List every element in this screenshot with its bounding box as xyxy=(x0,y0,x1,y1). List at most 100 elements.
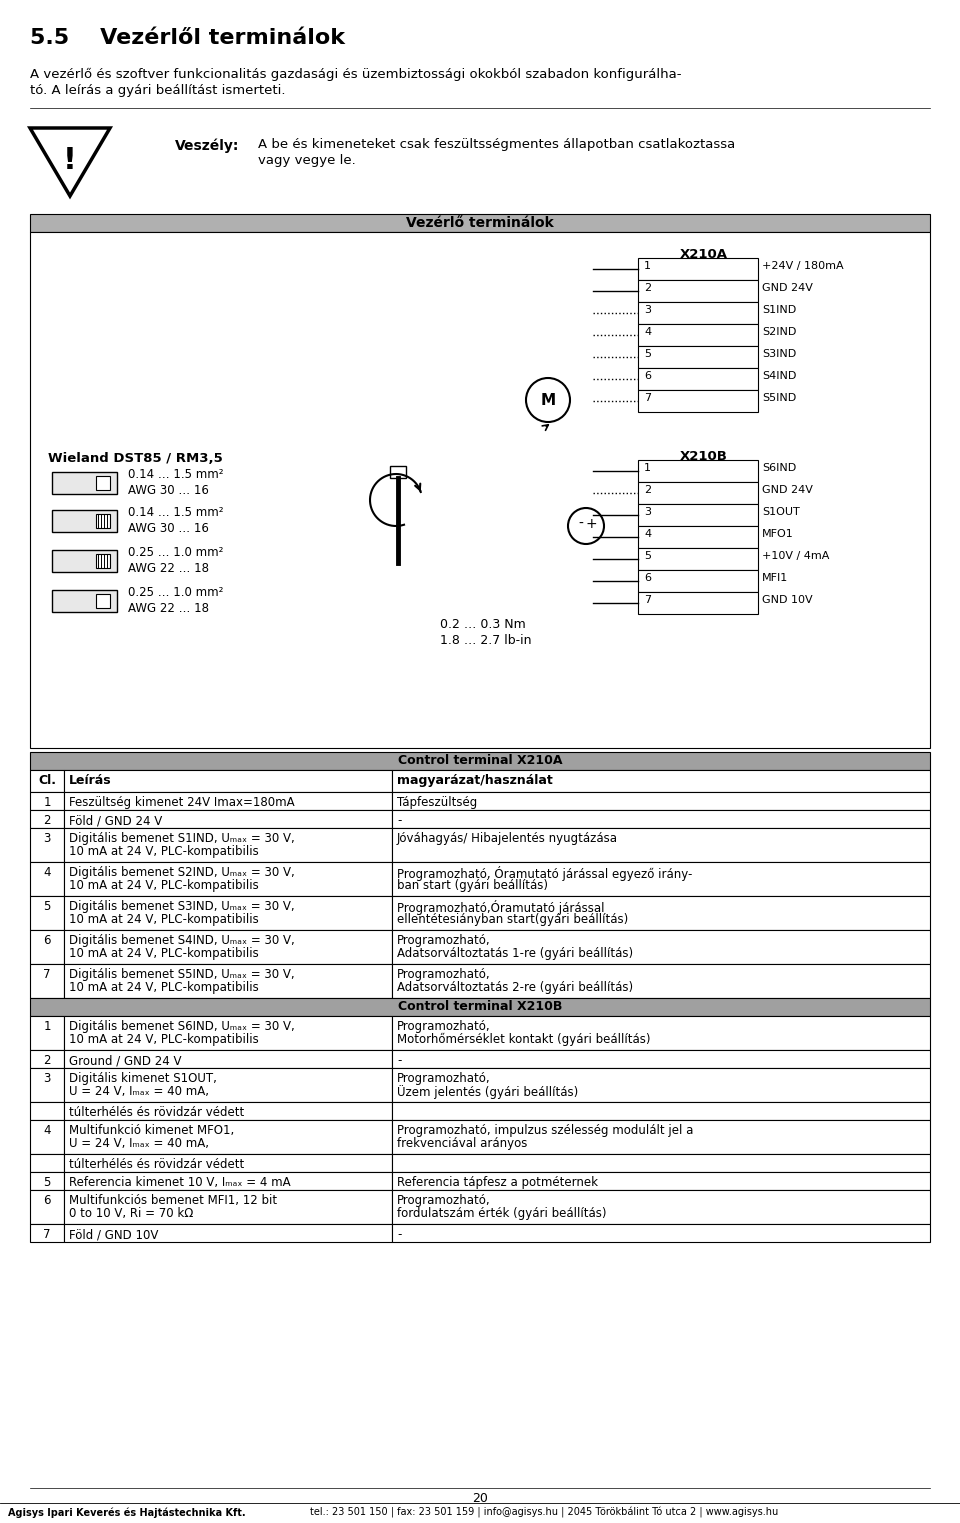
Bar xyxy=(96,513,110,528)
Text: 4: 4 xyxy=(644,528,651,539)
Bar xyxy=(64,1049,392,1068)
Text: Multifunkciós bemenet MFI1, 12 bit: Multifunkciós bemenet MFI1, 12 bit xyxy=(69,1194,277,1208)
Text: 1: 1 xyxy=(43,797,51,809)
Bar xyxy=(392,1016,930,1049)
Text: magyarázat/használat: magyarázat/használat xyxy=(397,774,553,787)
Bar xyxy=(30,215,930,231)
Text: 0.25 … 1.0 mm²: 0.25 … 1.0 mm² xyxy=(128,586,224,599)
Bar xyxy=(30,896,64,931)
Text: Motorhőmérséklet kontakt (gyári beállítás): Motorhőmérséklet kontakt (gyári beállítá… xyxy=(397,1033,651,1046)
Text: 0.14 … 1.5 mm²: 0.14 … 1.5 mm² xyxy=(128,506,224,519)
Text: 20: 20 xyxy=(472,1493,488,1505)
Text: 1: 1 xyxy=(644,463,651,474)
Text: Programozható, Óramutató járással egyező irány-: Programozható, Óramutató járással egyező… xyxy=(397,867,692,880)
Text: 6: 6 xyxy=(644,372,651,381)
Text: Digitális bemenet S1IND, Uₘₐₓ = 30 V,: Digitális bemenet S1IND, Uₘₐₓ = 30 V, xyxy=(69,832,295,845)
Bar xyxy=(392,1103,930,1119)
Text: 4: 4 xyxy=(43,1124,51,1138)
Text: Föld / GND 10V: Föld / GND 10V xyxy=(69,1228,158,1241)
Text: S4IND: S4IND xyxy=(762,372,797,381)
Bar xyxy=(638,481,758,504)
Text: Adatsorváltoztatás 2-re (gyári beállítás): Adatsorváltoztatás 2-re (gyári beállítás… xyxy=(397,981,634,995)
Text: Referencia tápfesz a potméternek: Referencia tápfesz a potméternek xyxy=(397,1176,598,1189)
Text: Veszély:: Veszély: xyxy=(175,139,239,152)
Text: Cl.: Cl. xyxy=(38,774,56,787)
Text: MFO1: MFO1 xyxy=(762,528,794,539)
Text: 6: 6 xyxy=(43,934,51,947)
Bar xyxy=(96,554,110,568)
Text: X210B: X210B xyxy=(680,449,728,463)
Bar xyxy=(30,1154,64,1173)
Text: U = 24 V, Iₘₐₓ = 40 mA,: U = 24 V, Iₘₐₓ = 40 mA, xyxy=(69,1084,209,1098)
Text: 7: 7 xyxy=(644,393,651,404)
Bar xyxy=(30,1016,64,1049)
Bar xyxy=(64,1154,392,1173)
Text: 1: 1 xyxy=(644,260,651,271)
Bar xyxy=(52,589,117,612)
Text: X210A: X210A xyxy=(680,248,728,260)
Text: 10 mA at 24 V, PLC-kompatibilis: 10 mA at 24 V, PLC-kompatibilis xyxy=(69,912,259,926)
Bar xyxy=(638,525,758,548)
Text: Programozható, impulzus szélesség modulált jel a: Programozható, impulzus szélesség modulá… xyxy=(397,1124,693,1138)
Bar xyxy=(638,346,758,369)
Bar xyxy=(64,1224,392,1241)
Bar xyxy=(64,964,392,998)
Text: AWG 22 … 18: AWG 22 … 18 xyxy=(128,602,209,615)
Bar xyxy=(392,1154,930,1173)
Text: +10V / 4mA: +10V / 4mA xyxy=(762,551,829,560)
Bar xyxy=(392,1173,930,1189)
Text: vagy vegye le.: vagy vegye le. xyxy=(258,154,356,168)
Text: A vezérlő és szoftver funkcionalitás gazdasági és üzembiztossági okokból szabado: A vezérlő és szoftver funkcionalitás gaz… xyxy=(30,69,682,81)
Bar xyxy=(30,1224,64,1241)
Text: 5.5    Vezérlől terminálok: 5.5 Vezérlől terminálok xyxy=(30,27,345,49)
Text: 3: 3 xyxy=(644,305,651,315)
Text: 10 mA at 24 V, PLC-kompatibilis: 10 mA at 24 V, PLC-kompatibilis xyxy=(69,1033,259,1046)
Text: 0.2 … 0.3 Nm: 0.2 … 0.3 Nm xyxy=(440,618,526,631)
Bar xyxy=(638,390,758,413)
Bar xyxy=(638,592,758,614)
Text: Feszültség kimenet 24V Imax=180mA: Feszültség kimenet 24V Imax=180mA xyxy=(69,797,295,809)
Text: 2: 2 xyxy=(43,1054,51,1068)
Text: 2: 2 xyxy=(644,484,651,495)
Bar xyxy=(392,829,930,862)
Text: 4: 4 xyxy=(644,327,651,337)
Bar xyxy=(392,896,930,931)
Text: Tápfeszültség: Tápfeszültség xyxy=(397,797,477,809)
Text: túlterhélés és rövidzár védett: túlterhélés és rövidzár védett xyxy=(69,1157,244,1171)
Text: 5: 5 xyxy=(644,349,651,359)
Text: Digitális bemenet S3IND, Uₘₐₓ = 30 V,: Digitális bemenet S3IND, Uₘₐₓ = 30 V, xyxy=(69,900,295,912)
Bar xyxy=(30,771,64,792)
Text: Programozható,: Programozható, xyxy=(397,969,491,981)
Bar xyxy=(638,460,758,481)
Bar xyxy=(392,1224,930,1241)
Bar xyxy=(64,931,392,964)
Text: 0.14 … 1.5 mm²: 0.14 … 1.5 mm² xyxy=(128,468,224,481)
Bar xyxy=(392,1068,930,1103)
Bar xyxy=(64,1016,392,1049)
Text: -: - xyxy=(397,813,401,827)
Text: Vezérlő terminálok: Vezérlő terminálok xyxy=(406,216,554,230)
Text: Control terminal X210A: Control terminal X210A xyxy=(397,754,563,768)
Text: U = 24 V, Iₘₐₓ = 40 mA,: U = 24 V, Iₘₐₓ = 40 mA, xyxy=(69,1138,209,1150)
Bar xyxy=(64,1173,392,1189)
Text: Digitális bemenet S2IND, Uₘₐₓ = 30 V,: Digitális bemenet S2IND, Uₘₐₓ = 30 V, xyxy=(69,867,295,879)
Text: AWG 30 … 16: AWG 30 … 16 xyxy=(128,484,209,496)
Text: 3: 3 xyxy=(644,507,651,516)
Text: S6IND: S6IND xyxy=(762,463,796,474)
Text: ban start (gyári beállítás): ban start (gyári beállítás) xyxy=(397,879,548,892)
Text: -: - xyxy=(397,1054,401,1068)
Text: ellentétesiányban start(gyári beállítás): ellentétesiányban start(gyári beállítás) xyxy=(397,912,628,926)
Text: Programozható,: Programozható, xyxy=(397,1194,491,1208)
Text: S5IND: S5IND xyxy=(762,393,796,404)
Bar xyxy=(64,1119,392,1154)
Text: 7: 7 xyxy=(43,969,51,981)
Bar xyxy=(30,998,930,1016)
Bar xyxy=(52,472,117,493)
Bar xyxy=(30,964,64,998)
Text: S3IND: S3IND xyxy=(762,349,796,359)
Text: túlterhélés és rövidzár védett: túlterhélés és rövidzár védett xyxy=(69,1106,244,1119)
Text: Agisys Ipari Keverés és Hajtástechnika Kft.: Agisys Ipari Keverés és Hajtástechnika K… xyxy=(8,1506,246,1517)
Bar xyxy=(638,302,758,324)
Bar xyxy=(64,896,392,931)
Text: !: ! xyxy=(63,146,77,175)
